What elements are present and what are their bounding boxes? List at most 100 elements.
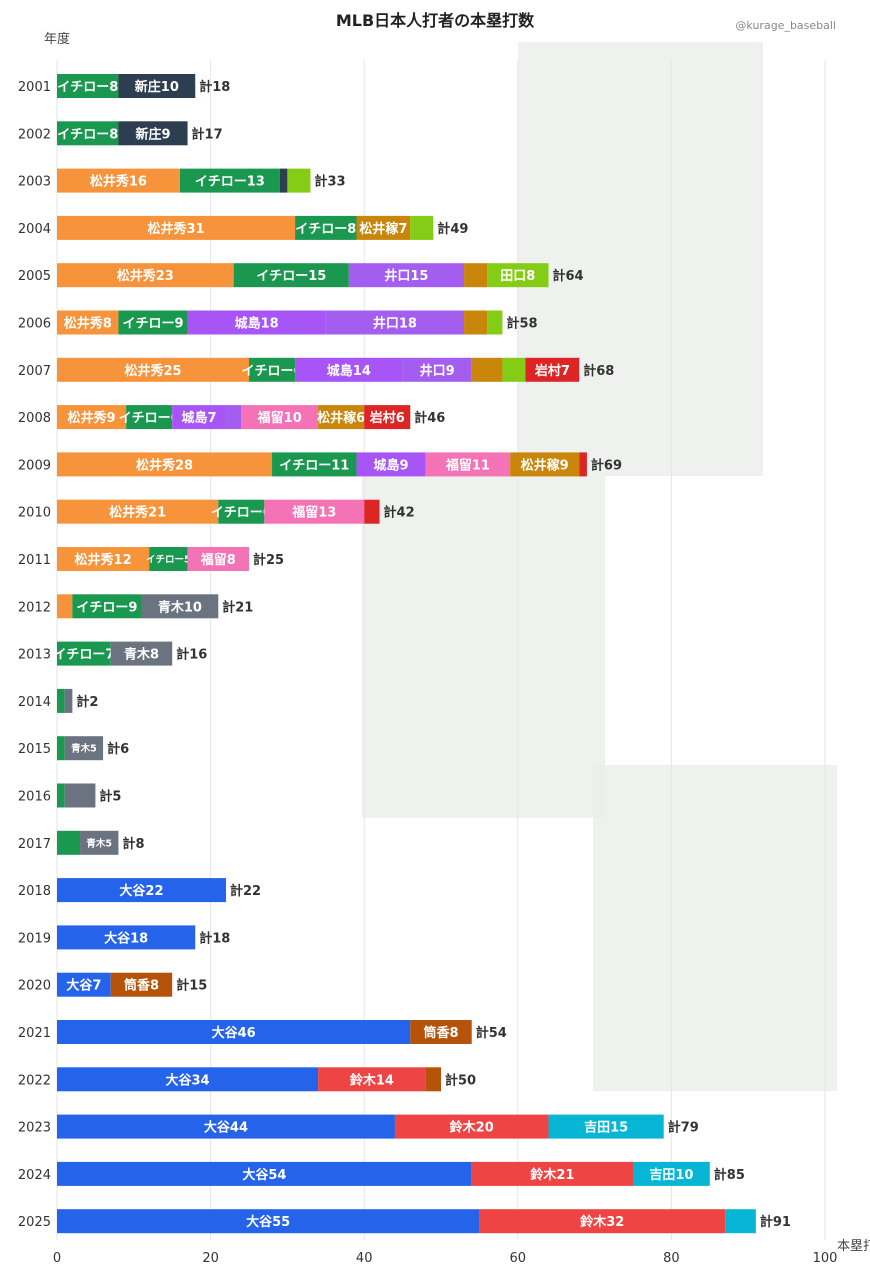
bar-segment-label: イチロー13: [195, 175, 265, 190]
bar-segment: [410, 1020, 472, 1044]
y-tick-label: 2024: [18, 1168, 51, 1183]
bar-segment: [218, 499, 265, 524]
bar-row-2012: イチロー9 青木10 計21: [57, 594, 253, 619]
bar-segment-label: 城島18: [235, 316, 279, 332]
bar-segment: [325, 310, 465, 335]
y-tick-label: 2010: [18, 506, 51, 521]
bar-segment-label: 岩村7: [534, 363, 570, 379]
bar-total-label: 計21: [222, 599, 253, 615]
bar-segment-label: イチロー8: [57, 80, 118, 95]
bar-segment: [348, 263, 465, 288]
x-tick-label: 0: [53, 1251, 61, 1266]
bar-segment-label: 筒香8: [423, 1025, 458, 1041]
bar-row-2017: 青木5 計8: [57, 830, 144, 855]
bar-segment: [118, 74, 196, 98]
bar-segment-label: 鈴木14: [350, 1072, 394, 1088]
bar-segment: [425, 1067, 441, 1092]
y-tick-label: 2025: [18, 1215, 51, 1230]
bar-segment-label: 松井秀8: [64, 316, 112, 332]
bar-segment-label: 松井稼7: [359, 221, 407, 237]
bar-segment: [187, 547, 249, 571]
bar-segment-label: イチロー7: [53, 648, 114, 663]
y-tick-label: 2022: [18, 1073, 51, 1088]
bar-segment: [64, 783, 96, 808]
bar-segment: [57, 121, 119, 146]
bar-segment: [57, 74, 119, 98]
bar-total-label: 計58: [506, 316, 537, 332]
bar-segment: [525, 357, 580, 382]
bar-row-2019: 大谷18 計18: [57, 925, 230, 950]
bar-segment-label: 井口9: [420, 363, 455, 379]
bar-segment: [57, 405, 127, 430]
bar-segment-label: 青木5: [86, 837, 112, 849]
bar-segment: [471, 357, 503, 382]
bar-segment: [57, 830, 81, 855]
bar-total-label: 計64: [553, 268, 584, 284]
bar-segment: [57, 1020, 411, 1044]
bar-total-label: 計42: [384, 505, 415, 521]
bar-segment-label: 松井秀25: [124, 363, 181, 379]
bar-row-2011: 松井秀12 イチロー5 福留8 計25: [57, 547, 284, 571]
bar-segment: [57, 215, 296, 240]
bar-segment: [548, 1114, 664, 1139]
bar-segment: [110, 641, 173, 666]
bar-row-2003: 松井秀16 イチロー13 計33: [57, 168, 346, 193]
bar-segment: [57, 688, 65, 713]
y-tick-label: 2003: [18, 175, 51, 190]
photo-ichiro: [518, 42, 763, 476]
bar-segment: [364, 499, 380, 524]
background-photos: [362, 42, 837, 1091]
bar-row-2013: イチロー7 青木8 計16: [53, 641, 207, 666]
bar-total-label: 計18: [199, 930, 230, 946]
bar-segment: [356, 215, 411, 240]
bar-segment-label: 松井秀28: [136, 457, 193, 473]
bar-segment: [264, 499, 365, 524]
bar-segment: [287, 168, 311, 193]
bar-segment: [57, 736, 65, 761]
bar-row-2016: 計5: [57, 783, 121, 808]
bar-segment-label: 田口8: [500, 269, 535, 284]
bar-segment-label: 新庄9: [135, 126, 170, 142]
bar-segment-label: 大谷55: [246, 1214, 290, 1230]
bar-segment-label: イチロー6: [211, 506, 272, 521]
bar-segment-label: 青木8: [124, 647, 159, 663]
y-tick-label: 2020: [18, 979, 51, 994]
bar-segment-label: イチロー8: [295, 222, 356, 237]
bar-segment-label: 鈴木20: [450, 1120, 494, 1136]
bar-segment-label: 大谷54: [242, 1167, 286, 1183]
bar-row-2025: 大谷55 鈴木32 計91: [57, 1209, 791, 1234]
y-tick-label: 2021: [18, 1026, 51, 1041]
bar-row-2024: 大谷54 鈴木21 吉田10 計85: [57, 1161, 745, 1186]
bar-segment: [57, 641, 111, 666]
bar-segment: [57, 1067, 319, 1092]
bar-segment-label: イチロー15: [256, 269, 326, 284]
bar-segment: [187, 310, 326, 335]
bar-total-label: 計68: [583, 363, 614, 379]
bar-segment-label: 福留10: [257, 410, 302, 426]
photo-matsui: [362, 476, 605, 818]
y-tick-label: 2006: [18, 317, 51, 332]
bar-segment-label: 福留11: [445, 457, 490, 473]
bar-segment: [80, 830, 119, 855]
bar-segment: [364, 405, 411, 430]
bar-segment-label: イチロー6: [242, 364, 303, 379]
y-tick-label: 2004: [18, 222, 51, 237]
bar-segment: [410, 215, 434, 240]
bar-segment: [57, 168, 180, 193]
bar-total-label: 計25: [253, 552, 284, 568]
bar-segment: [141, 594, 219, 619]
bar-total-label: 計50: [445, 1072, 476, 1088]
bar-segment-label: 松井稼6: [317, 410, 365, 426]
bar-segment: [402, 357, 472, 382]
bar-segment: [57, 783, 65, 808]
bar-segment-label: 松井秀16: [90, 174, 147, 190]
bar-segment-label: 大谷46: [212, 1025, 256, 1041]
bar-total-label: 計79: [668, 1120, 699, 1136]
bar-segment-label: イチロー6: [119, 411, 180, 426]
y-tick-label: 2018: [18, 884, 51, 899]
bar-row-2020: 大谷7 筒香8 計15: [57, 972, 207, 997]
bar-row-2022: 大谷34 鈴木14 計50: [57, 1067, 476, 1092]
bar-segment: [487, 310, 503, 335]
bar-row-2018: 大谷22 計22: [57, 878, 261, 903]
